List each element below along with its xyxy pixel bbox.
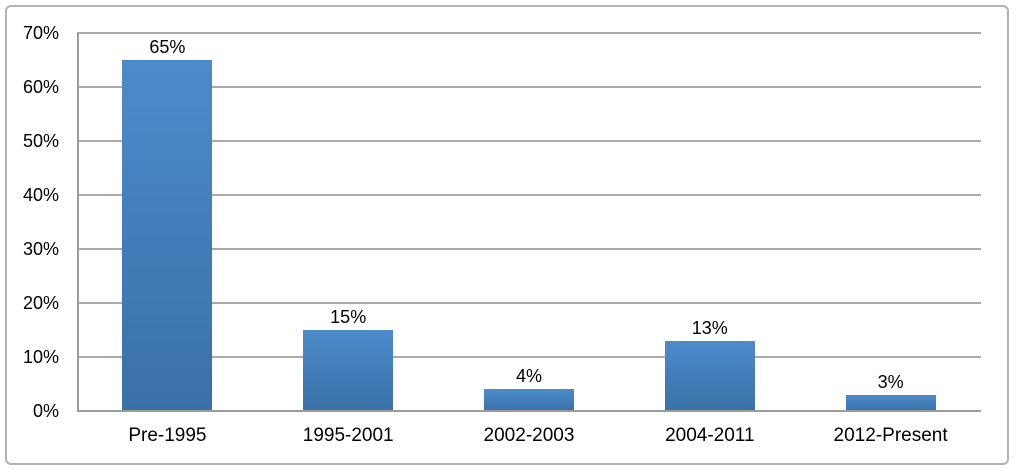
gridline: [77, 194, 981, 196]
gridline: [77, 248, 981, 250]
gridline: [77, 356, 981, 358]
x-category-label: 2002-2003: [483, 425, 575, 446]
bar: [303, 330, 394, 411]
x-category-label: 2012-Present: [833, 425, 948, 446]
bar-value-label: 15%: [330, 307, 367, 327]
bar-value-label: 4%: [515, 366, 542, 387]
y-tick-label: 30%: [22, 239, 59, 259]
gridline: [77, 86, 981, 88]
gridline: [77, 32, 981, 34]
bar: [845, 394, 936, 411]
bar-slot: 65%: [77, 33, 258, 411]
gridline: [77, 302, 981, 304]
bar-slot: 13%: [619, 33, 800, 411]
bar-value-label: 3%: [877, 371, 904, 392]
y-tick-label: 20%: [22, 293, 59, 313]
x-category-label: Pre-1995: [128, 425, 207, 446]
gridline: [77, 140, 981, 142]
bar: [483, 389, 574, 411]
bar: [122, 60, 213, 411]
y-axis-line: [77, 33, 79, 411]
bar-value-label: 13%: [691, 317, 728, 338]
y-tick-label: 10%: [22, 347, 59, 367]
x-axis-labels: Pre-1995 1995-2001 2002-2003 2004-2011 2012-…: [77, 423, 981, 449]
bar-value-label: 65%: [149, 37, 186, 57]
y-tick-label: 50%: [22, 131, 59, 151]
y-tick-label: 70%: [22, 23, 59, 43]
plot-area: 65% 15% 4% 13% 3%: [77, 32, 981, 412]
y-tick-label: 0%: [32, 401, 59, 421]
y-tick-label: 40%: [22, 185, 59, 205]
x-axis-line: [77, 410, 981, 412]
bar-slot: 3%: [800, 33, 981, 411]
bar-slot: 15%: [258, 33, 439, 411]
y-tick-label: 60%: [22, 77, 59, 97]
x-category-label: 2004-2011: [665, 425, 755, 446]
bar: [664, 340, 755, 411]
bar-slot: 4%: [439, 33, 620, 411]
x-category-label: 1995-2001: [302, 425, 394, 446]
